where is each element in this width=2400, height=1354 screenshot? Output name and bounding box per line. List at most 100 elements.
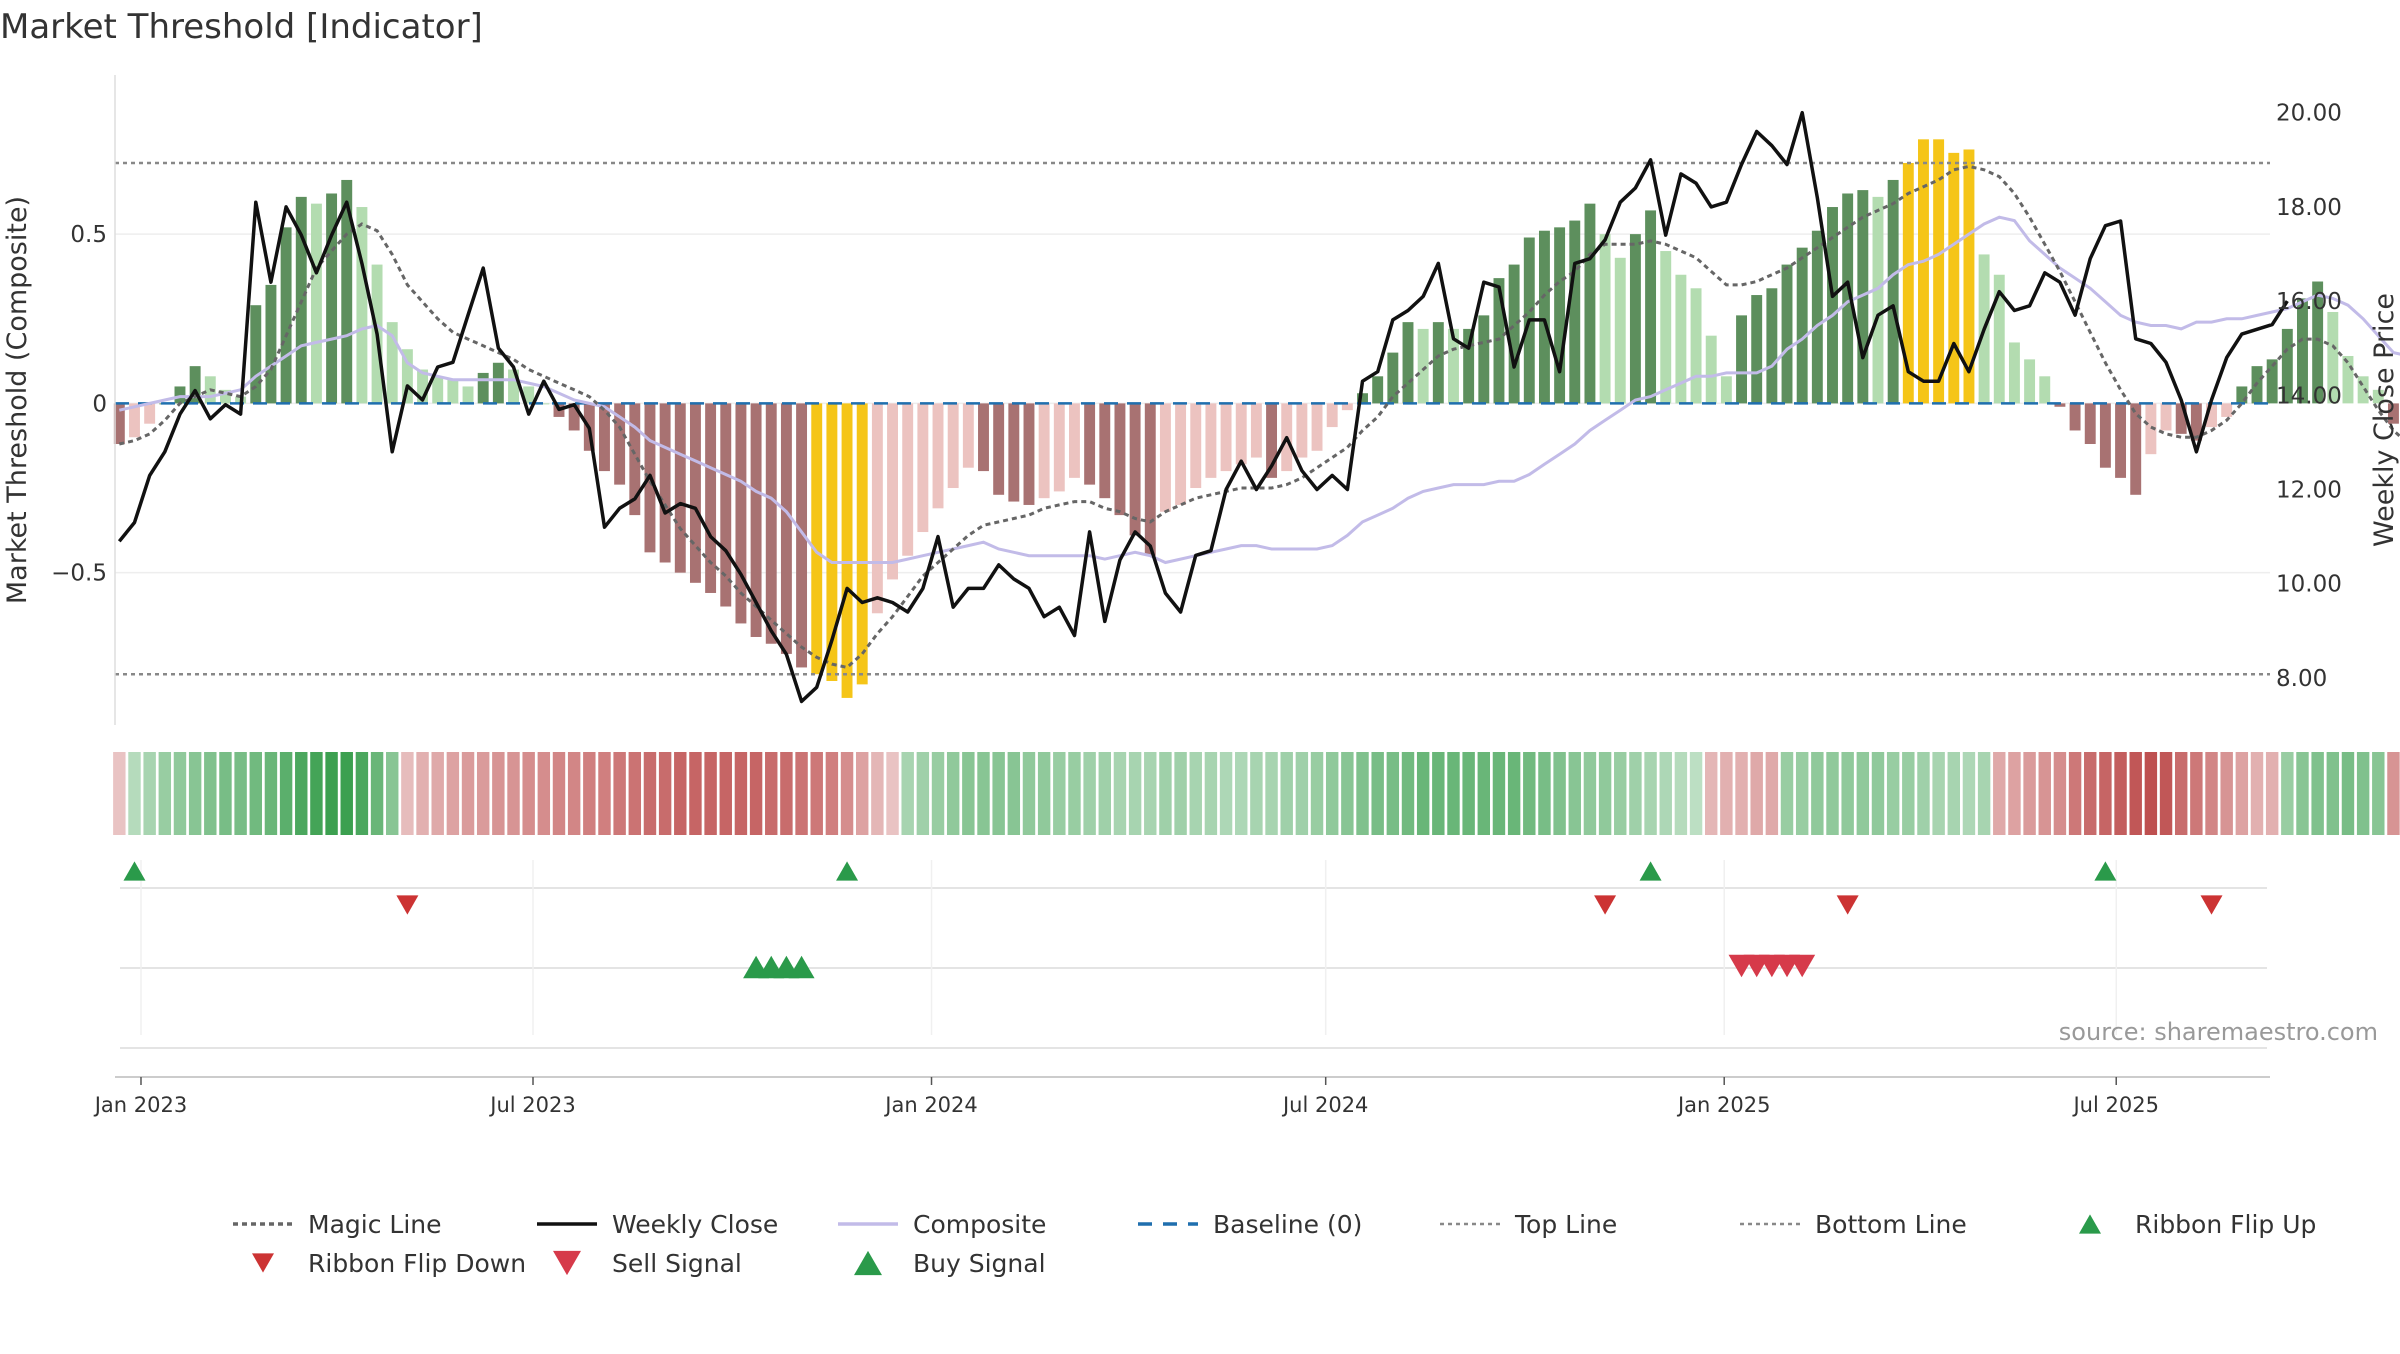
ribbon-cell	[689, 752, 702, 835]
ribbon-cell	[2053, 752, 2067, 835]
composite-bar	[1705, 335, 1717, 404]
ribbon-cell	[2205, 752, 2218, 835]
composite-bar	[219, 389, 231, 404]
ribbon-cell	[2387, 752, 2400, 835]
composite-bar	[1614, 257, 1626, 404]
composite-bar	[1190, 403, 1202, 489]
ribbon-cell	[1280, 752, 1293, 835]
ribbon-cell	[1022, 752, 1036, 835]
ribbon-cell	[1295, 752, 1309, 835]
y-left-tick-label: 0.5	[70, 222, 107, 248]
ribbon-cell	[2265, 752, 2279, 835]
composite-bar	[705, 403, 717, 593]
legend-label: Ribbon Flip Down	[308, 1249, 526, 1278]
composite-bar	[2372, 389, 2384, 404]
ribbon-cell	[2099, 752, 2112, 835]
legend-label: Buy Signal	[913, 1249, 1046, 1278]
composite-bar	[2145, 403, 2157, 455]
ribbon-cell	[1614, 752, 1627, 835]
ribbon-cell	[1492, 752, 1506, 835]
ribbon-cell	[1932, 752, 1945, 835]
ribbon-cell	[1735, 752, 1748, 835]
composite-bar	[1933, 139, 1945, 404]
composite-bar	[614, 403, 626, 485]
ribbon-flip-down-marker	[1594, 895, 1617, 915]
ribbon-cell	[2356, 752, 2370, 835]
ribbon-cell	[1644, 752, 1657, 835]
composite-bar	[1736, 315, 1747, 404]
ribbon-cell	[992, 752, 1005, 835]
composite-bar	[765, 403, 777, 644]
composite-bar	[113, 403, 125, 445]
composite-bar	[1554, 227, 1566, 404]
composite-bar	[1326, 403, 1338, 428]
ribbon-cell	[1507, 752, 1521, 835]
composite-bar	[1099, 403, 1111, 499]
ribbon-cell	[719, 752, 732, 835]
composite-bar	[2190, 403, 2202, 441]
x-tick-label: Jan 2025	[1676, 1093, 1771, 1117]
composite-bar	[2297, 298, 2308, 404]
ribbon-cell	[1841, 752, 1854, 835]
y-right-tick-label: 18.00	[2276, 195, 2342, 221]
composite-bar	[978, 403, 989, 472]
ribbon-cell	[188, 752, 202, 835]
composite-bar	[811, 403, 823, 675]
chart-title: Market Threshold [Indicator]	[0, 7, 483, 47]
ribbon-cell	[340, 752, 353, 835]
ribbon-cell	[1416, 752, 1430, 835]
ribbon-cell	[1977, 752, 1991, 835]
ribbon-cell	[613, 752, 626, 835]
ribbon-cell	[522, 752, 535, 835]
y-right-tick-label: 8.00	[2276, 666, 2327, 692]
composite-bar	[144, 403, 156, 424]
composite-bar	[780, 403, 792, 654]
legend-label: Composite	[913, 1210, 1046, 1239]
ribbon-cell	[1886, 752, 1900, 835]
legend-item: Top Line	[1440, 1210, 1617, 1239]
ribbon-cell	[1371, 752, 1384, 835]
ribbon-cell	[1826, 752, 1839, 835]
composite-bar	[1417, 328, 1429, 404]
ribbon-cell	[1720, 752, 1733, 835]
ribbon-cell	[537, 752, 551, 835]
ribbon-cell	[1674, 752, 1688, 835]
y-right-tick-label: 20.00	[2276, 101, 2342, 127]
composite-bar	[1781, 264, 1793, 404]
ribbon-cell	[173, 752, 187, 835]
composite-bar	[477, 372, 489, 404]
composite-bar	[1084, 403, 1096, 485]
legend-label: Ribbon Flip Up	[2135, 1210, 2316, 1239]
composite-bar	[1857, 190, 1869, 404]
composite-bar	[1842, 193, 1854, 404]
ribbon-cell	[2114, 752, 2127, 835]
composite-bar	[2327, 311, 2339, 404]
ribbon-cell	[1432, 752, 1445, 835]
ribbon-cell	[2250, 752, 2264, 835]
composite-bar	[174, 386, 186, 404]
ribbon-cell	[446, 752, 460, 835]
composite-bar	[2175, 403, 2187, 434]
composite-bar	[1963, 149, 1975, 404]
composite-bar	[1811, 230, 1823, 404]
ribbon-cell	[1128, 752, 1142, 835]
composite-bar	[1069, 403, 1080, 478]
composite-bar	[1766, 288, 1778, 404]
legend-swatch	[2079, 1214, 2101, 1234]
composite-bar	[1948, 152, 1960, 404]
ribbon-cell	[310, 752, 323, 835]
legend-label: Weekly Close	[612, 1210, 778, 1239]
composite-bar	[871, 403, 883, 614]
composite-bar	[674, 403, 686, 573]
composite-bar	[2008, 342, 2020, 404]
composite-bar	[1053, 403, 1065, 492]
ribbon-cell	[1265, 752, 1278, 835]
composite-bar	[1690, 288, 1702, 404]
ribbon-cell	[2235, 752, 2249, 835]
composite-bar	[447, 379, 459, 404]
composite-bar	[1235, 403, 1247, 465]
legend: Magic Line Weekly Close Composite Baseline …	[233, 1210, 2316, 1278]
composite-bar	[2024, 359, 2036, 404]
ribbon-cell	[2281, 752, 2294, 835]
ribbon-cell	[643, 752, 657, 835]
